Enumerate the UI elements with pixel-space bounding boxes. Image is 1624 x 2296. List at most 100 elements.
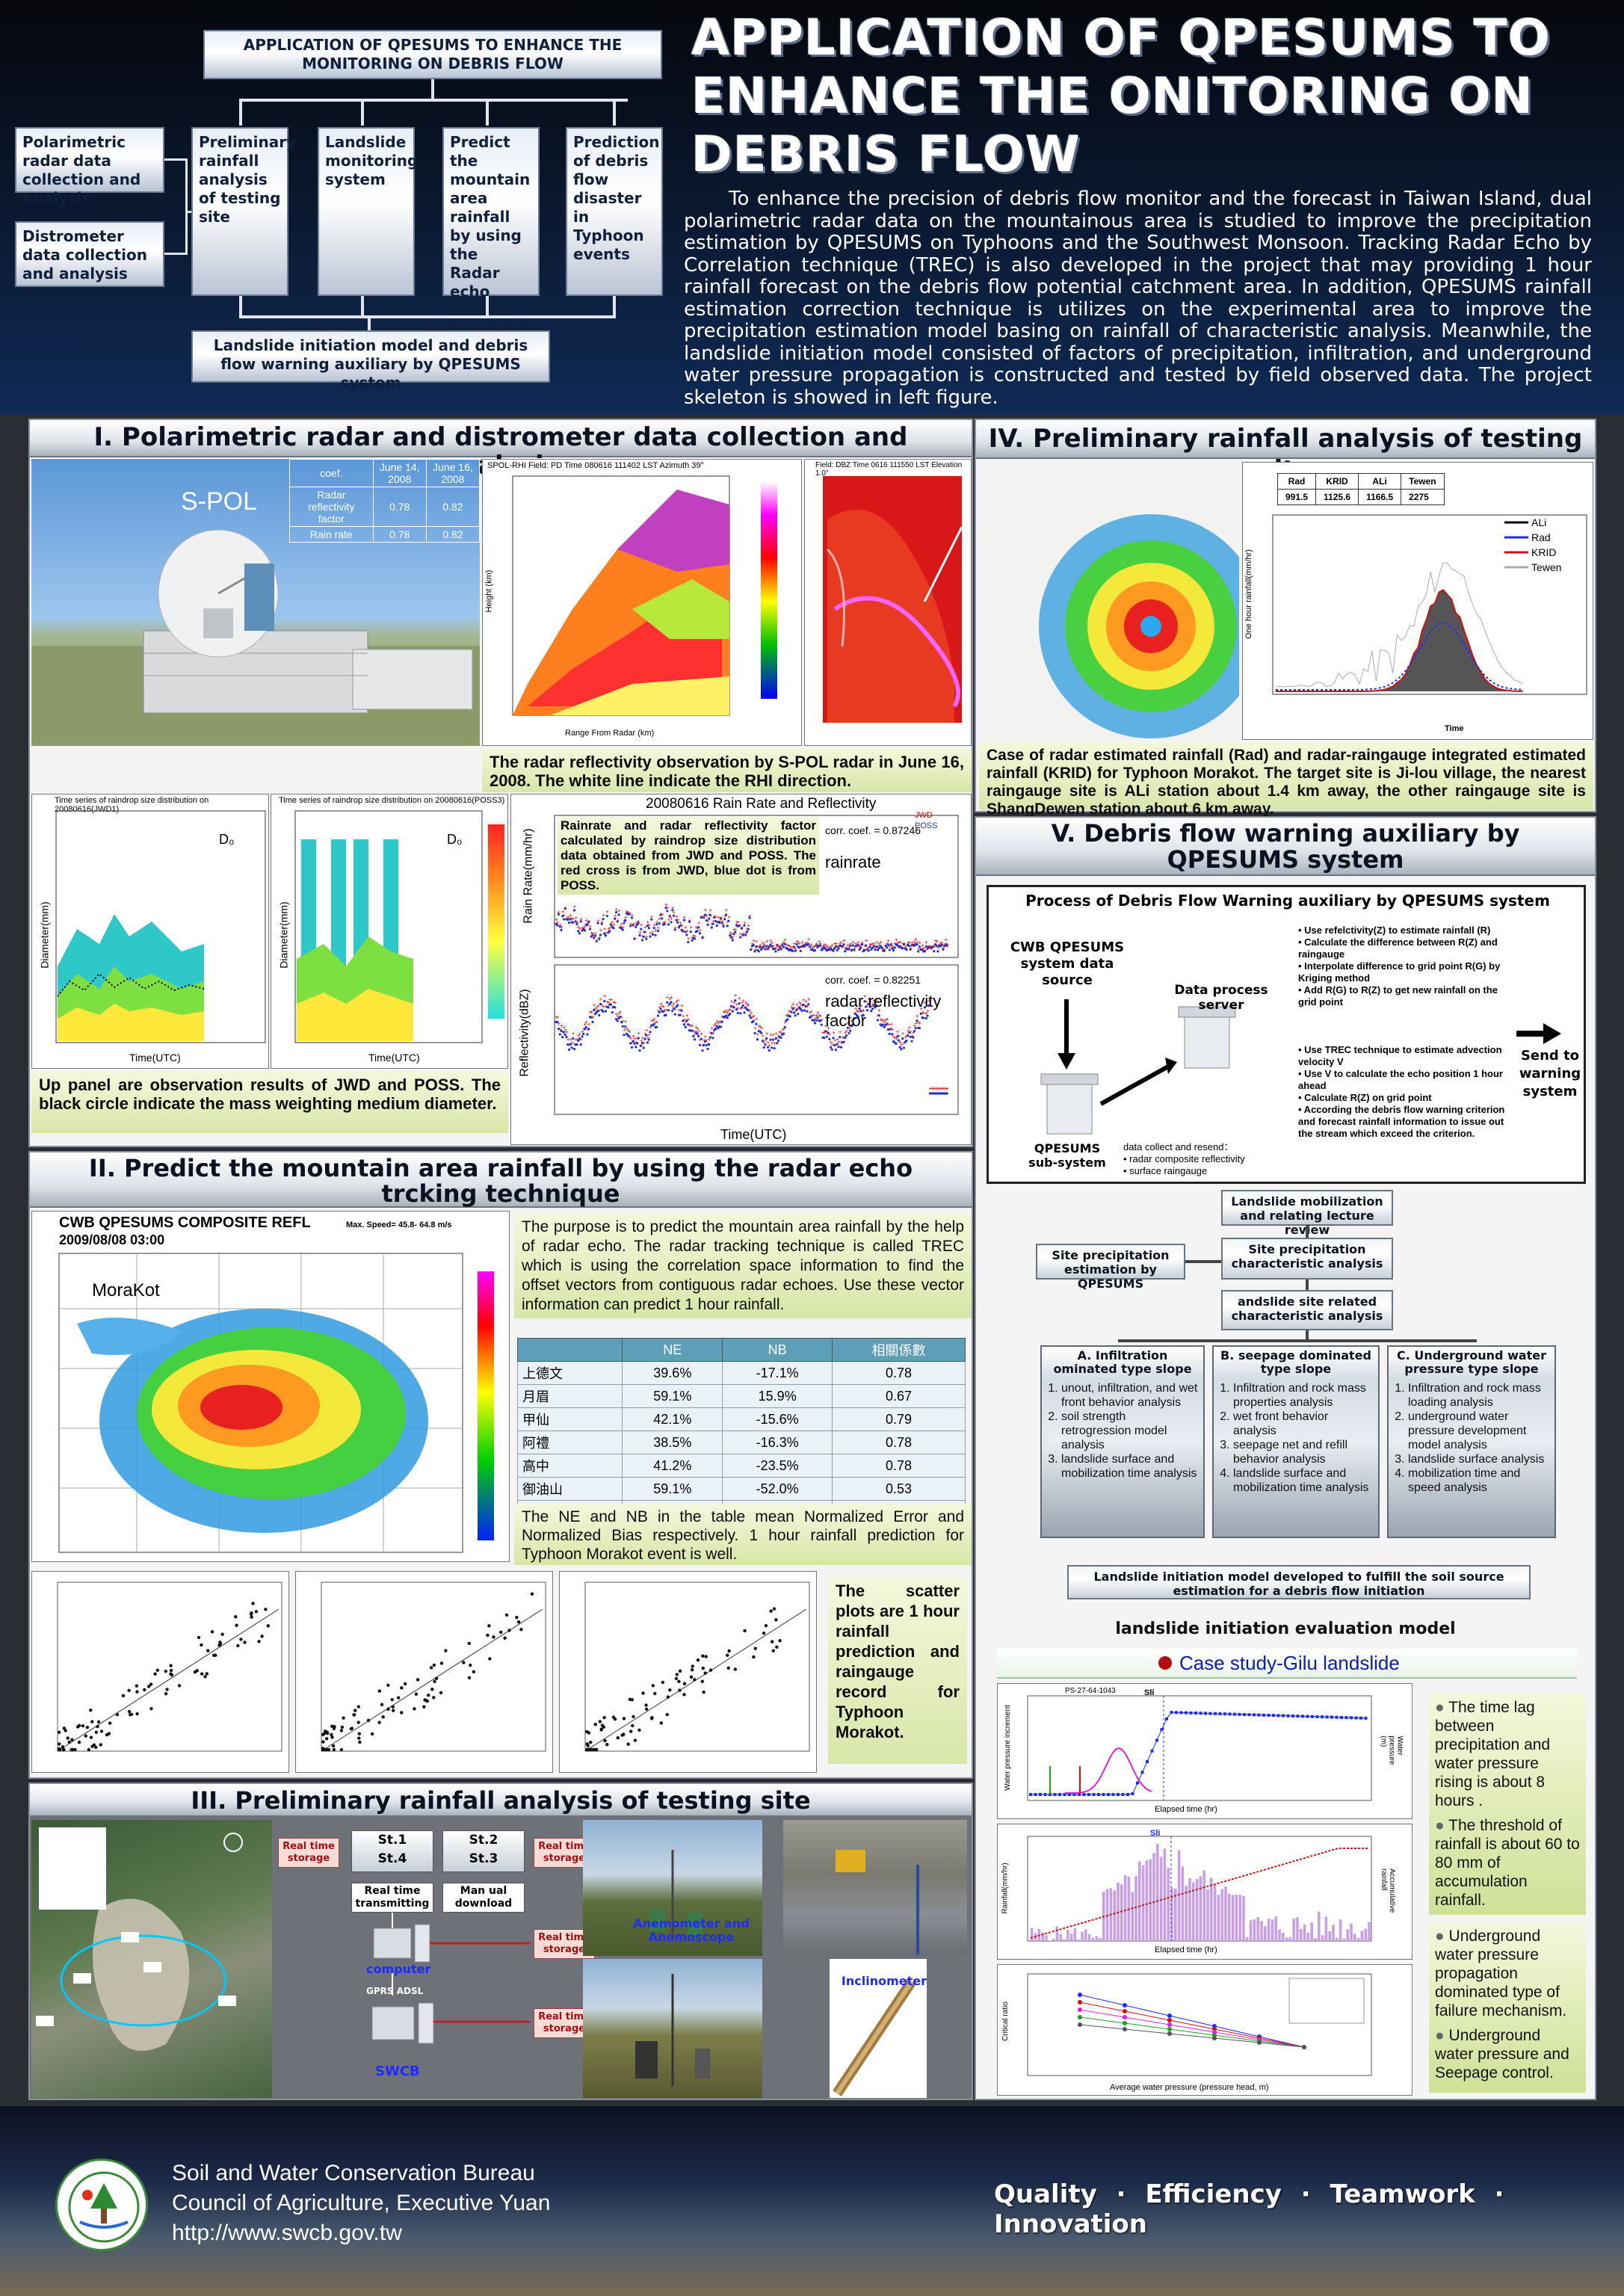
g2-bar <box>1081 1931 1084 1941</box>
table-cell: 0.53 <box>832 1477 966 1501</box>
jwd-rain-point: + <box>662 920 666 927</box>
jwd-refl-point: + <box>664 1007 668 1013</box>
scatter-point <box>356 1705 360 1709</box>
jwd-rain-point: + <box>744 930 748 936</box>
poss-rain-point <box>646 925 649 928</box>
morakot-radar-svg <box>979 462 1239 740</box>
jwd-refl-point: + <box>837 1039 841 1046</box>
poss-rain-point <box>781 944 784 947</box>
jwd-rain-point: + <box>753 946 757 953</box>
poss-refl-point <box>607 1006 610 1009</box>
poss-refl-point <box>828 1037 831 1040</box>
poss-refl-point <box>656 1014 660 1017</box>
jwd-rain-point: + <box>765 938 769 945</box>
jwd-rain-point: + <box>877 943 880 950</box>
scatter-point <box>143 1688 146 1692</box>
rainfall-gauge-svg <box>836 1850 919 1954</box>
scatter-point <box>637 1728 641 1732</box>
table-cell: -23.5% <box>722 1454 833 1478</box>
table-cell: -15.6% <box>722 1407 833 1431</box>
table-row: 御油山 59.1% -52.0% 0.53 <box>516 1477 966 1501</box>
rainfall-gauge-photo <box>783 1820 967 1956</box>
jwd-refl-point: + <box>704 1033 708 1040</box>
jwd-rain-point: + <box>804 939 808 946</box>
poss-rain-point <box>682 919 686 922</box>
jwd-rain-point: + <box>739 931 743 937</box>
poss-rain-point <box>860 942 864 946</box>
jwd-rain-point: + <box>755 939 759 945</box>
poss-refl-point <box>692 1034 695 1038</box>
jwd-rain-point: + <box>888 943 892 950</box>
jwd-refl-point: + <box>594 1006 598 1013</box>
g2-bar <box>1246 1937 1249 1941</box>
poss-refl-point <box>854 1012 857 1015</box>
jwd-refl-point: + <box>794 1007 797 1014</box>
jwd-refl-point: + <box>741 999 744 1006</box>
jwd-rain-point: + <box>788 943 792 950</box>
g3-line <box>1079 2024 1305 2048</box>
poss-rain-point <box>566 918 569 922</box>
poss-rain-point <box>849 944 852 947</box>
scatter-point <box>200 1672 204 1676</box>
refl-label: radar reflectivity factor <box>825 992 942 1030</box>
scatter-point <box>516 1620 521 1624</box>
jwd-refl-point: + <box>587 1021 591 1028</box>
jwd-rain-point: + <box>778 942 782 949</box>
jwd-rain-point: + <box>713 913 717 920</box>
poss-refl-point <box>570 1046 573 1049</box>
poss-rain-point <box>578 932 581 935</box>
case-study-title: Case study-Gilu landslide <box>1179 1652 1400 1674</box>
jwd-rain-point: + <box>619 923 623 930</box>
table-cell: 1166.5 <box>1358 489 1402 505</box>
poss-rain-point <box>867 949 870 952</box>
jwd-rain-point: + <box>703 913 706 919</box>
jwd-refl-point: + <box>819 1013 823 1019</box>
jwd-rain-point: + <box>898 939 902 945</box>
poss-rain-point <box>666 910 669 913</box>
poss-rain-point <box>629 925 632 928</box>
poss-rain-point <box>708 917 711 920</box>
org-url[interactable]: http://www.swcb.gov.tw <box>172 2221 402 2245</box>
jwd-rain-point: + <box>861 939 865 946</box>
poss-rain-point <box>671 909 674 912</box>
jwd-rain-point: + <box>720 918 724 925</box>
poss-rain-point <box>633 937 636 940</box>
jwd-rain-point: + <box>815 941 818 948</box>
column-b: B. seepage dominated type slope Infiltra… <box>1212 1345 1380 1538</box>
jwd-refl-point: + <box>574 1037 578 1043</box>
poss-refl-point <box>762 1046 765 1049</box>
jwd-rain-point: + <box>566 914 570 921</box>
jwd-refl-point: + <box>828 1031 832 1037</box>
table-cell: 0.78 <box>832 1361 966 1385</box>
jwd-refl-point: + <box>744 999 748 1006</box>
jwd-rain-point: + <box>717 914 720 921</box>
jwd-refl-point: + <box>569 1036 572 1043</box>
jwd-rain-point: + <box>774 945 778 951</box>
table-cell: 御油山 <box>516 1477 623 1501</box>
jwd-refl-point: + <box>565 1028 569 1035</box>
jwd-rain-point: + <box>830 942 834 949</box>
jwd-rain-point: + <box>629 921 633 928</box>
scatter-point <box>602 1715 606 1720</box>
jwd-rain-point: + <box>732 926 736 933</box>
connector <box>1306 1330 1309 1341</box>
jwd-rain-point: + <box>615 906 619 913</box>
jwd-rain-point: + <box>772 942 776 949</box>
scatter-point <box>380 1703 384 1706</box>
scatter-point <box>605 1742 609 1747</box>
jwd-rain-point: + <box>844 945 847 951</box>
jwd-rain-point: + <box>933 943 936 950</box>
g2-bar <box>1364 1928 1367 1941</box>
poss-refl-point <box>891 1033 894 1036</box>
scatter-point <box>155 1668 160 1672</box>
poss-rain-point <box>723 918 726 921</box>
scatter-point <box>651 1684 655 1688</box>
legend-jwd: JWD <box>915 811 933 820</box>
jwd-refl-point: + <box>692 1028 696 1034</box>
jwd-rain-point: + <box>577 924 581 931</box>
jwd-rain-point: + <box>840 939 844 945</box>
jwd-rain-point: + <box>769 937 773 944</box>
station-3: St.3 <box>469 1851 498 1866</box>
jwd-rain-point: + <box>764 945 768 951</box>
jwd-rain-point: + <box>904 944 907 951</box>
